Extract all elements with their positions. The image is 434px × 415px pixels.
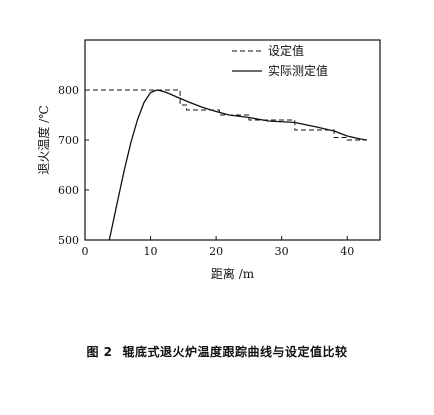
measured-line bbox=[108, 89, 367, 241]
y-tick-label: 700 bbox=[58, 134, 79, 147]
x-tick-label: 30 bbox=[275, 245, 289, 258]
legend-label: 设定值 bbox=[268, 43, 304, 58]
legend-label: 实际测定值 bbox=[268, 63, 328, 78]
x-tick-label: 40 bbox=[340, 245, 354, 258]
x-tick-label: 10 bbox=[144, 245, 158, 258]
series-lines bbox=[85, 89, 367, 241]
figure-caption-text: 辊底式退火炉温度跟踪曲线与设定值比较 bbox=[122, 345, 348, 359]
x-axis-label: 距离 /m bbox=[211, 266, 255, 281]
figure-number: 图 2 bbox=[86, 345, 113, 359]
y-tick-label: 500 bbox=[58, 234, 79, 247]
y-tick-label: 600 bbox=[58, 184, 79, 197]
y-axis-label: 退火温度 /℃ bbox=[36, 105, 51, 174]
x-tick-label: 0 bbox=[82, 245, 89, 258]
axis-ticks: 0 10 20 30 40 500 600 700 800 bbox=[58, 84, 354, 258]
y-tick-label: 800 bbox=[58, 84, 79, 97]
plot-frame bbox=[84, 39, 381, 241]
x-tick-label: 20 bbox=[209, 245, 223, 258]
setpoint-line bbox=[85, 89, 367, 141]
figure-caption: 图 2 辊底式退火炉温度跟踪曲线与设定值比较 bbox=[0, 343, 434, 360]
